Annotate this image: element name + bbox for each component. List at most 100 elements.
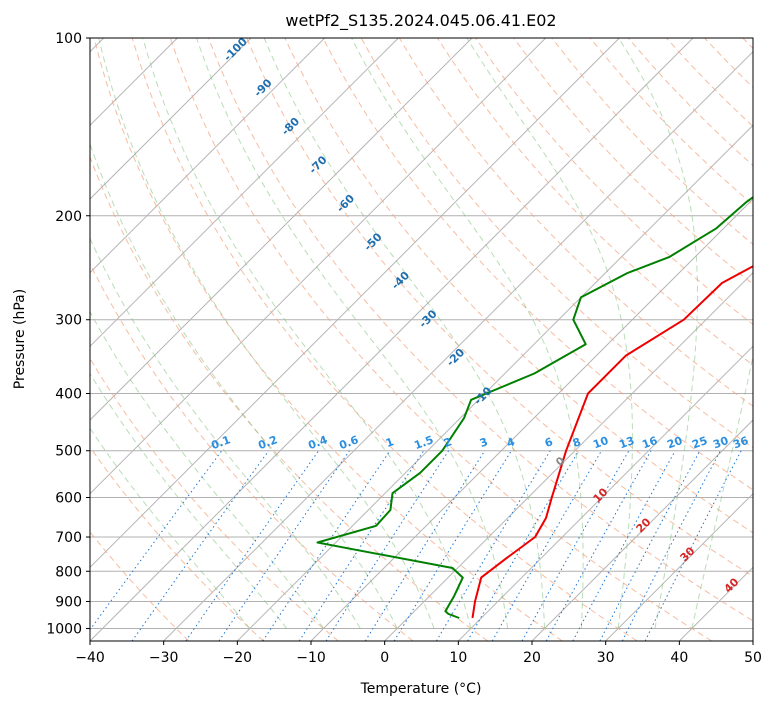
mixing-ratio-lines — [90, 450, 742, 641]
mixing-ratio-line — [572, 450, 676, 641]
isotherm-line — [236, 124, 753, 641]
moist-adiabat-line — [90, 310, 324, 629]
isotherm-line — [605, 492, 753, 641]
isotherm-line — [752, 640, 753, 641]
x-tick-label: 0 — [380, 650, 389, 666]
mixing-ratio-label: 0.1 — [209, 433, 232, 452]
isotherm-label: -70 — [306, 153, 329, 176]
x-tick-label: −10 — [296, 650, 326, 666]
profile-series — [316, 195, 753, 619]
isotherm-label: -100 — [221, 35, 250, 64]
mixing-ratio-line — [599, 450, 701, 641]
dry-adiabat-line — [284, 38, 753, 534]
moist-adiabats — [90, 38, 753, 629]
isotherm-line — [90, 38, 252, 200]
isotherm-label: -20 — [444, 346, 467, 369]
dry-adiabat-line — [475, 38, 753, 325]
background-grid — [90, 38, 753, 629]
isotherm-label: -90 — [251, 76, 274, 99]
x-tick-label: −40 — [75, 650, 105, 666]
mixing-ratio-line — [545, 450, 652, 641]
mixing-ratio-label: 0.2 — [256, 433, 279, 452]
dry-adiabat-line — [131, 38, 638, 641]
moist-adiabat-line — [466, 38, 633, 629]
line-annotations: -100-90-80-70-60-50-40-30-20-10010203040… — [209, 35, 750, 596]
isotherm-label: -10 — [471, 384, 494, 407]
dry-adiabat-line — [169, 38, 712, 641]
moist-adiabat-line — [351, 38, 584, 629]
y-tick-label: 100 — [55, 31, 82, 47]
dry-adiabat-line — [704, 38, 753, 89]
mixing-ratio-label: 0.6 — [337, 433, 360, 452]
dry-adiabat-line — [90, 262, 414, 641]
mixing-ratio-label: 1.5 — [412, 433, 435, 452]
moist-adiabat-line — [691, 353, 753, 629]
moist-adiabat-line — [90, 237, 361, 629]
isotherm-line — [90, 38, 326, 274]
mixing-ratio-label: 10 — [591, 434, 610, 452]
x-tick-label: 30 — [597, 650, 615, 666]
mixing-ratio-label: 3 — [478, 435, 490, 450]
mixing-ratio-line — [218, 450, 350, 641]
mixing-ratio-label: 16 — [640, 434, 659, 452]
moist-adiabat-label: 40 — [722, 575, 742, 595]
dry-adiabat-line — [436, 38, 753, 366]
moist-adiabat-line — [98, 38, 435, 629]
moist-adiabat-label: 0 — [553, 454, 568, 469]
isotherm-line — [90, 38, 473, 421]
moist-adiabat-line — [618, 38, 698, 629]
dry-adiabat-line — [742, 38, 753, 50]
mixing-ratio-label: 1 — [384, 435, 396, 450]
y-tick-label: 200 — [55, 209, 82, 225]
moist-adiabat-line — [263, 38, 545, 629]
dewpoint-line — [316, 195, 753, 619]
mixing-ratio-label: 20 — [665, 434, 684, 452]
mixing-ratio-line — [298, 450, 425, 641]
mixing-ratio-label: 6 — [543, 435, 555, 450]
dry-adiabat-line — [322, 38, 753, 491]
x-axis-ticks: −40 −30 −20 −10 0 10 20 30 40 50 — [75, 641, 762, 666]
x-axis-label: Temperature (°C) — [360, 681, 482, 697]
moist-adiabat-line — [142, 38, 472, 629]
mixing-ratio-label: 8 — [571, 435, 583, 450]
chart-title: wetPf2_S135.2024.045.06.41.E02 — [285, 11, 556, 31]
mixing-ratio-line — [644, 450, 742, 641]
x-tick-label: −20 — [223, 650, 253, 666]
temperature-line — [471, 265, 753, 619]
y-tick-label: 300 — [55, 313, 82, 329]
y-tick-label: 600 — [55, 490, 82, 506]
y-tick-label: 500 — [55, 444, 82, 460]
x-tick-label: 40 — [670, 650, 688, 666]
isotherm-line — [90, 38, 620, 569]
isotherm-label: -50 — [361, 230, 384, 253]
y-tick-label: 800 — [55, 564, 82, 580]
mixing-ratio-line — [90, 450, 223, 631]
isotherm-line — [163, 50, 753, 641]
isotherm-line — [90, 38, 399, 348]
y-tick-label: 1000 — [46, 621, 82, 637]
dry-adiabat-line — [513, 38, 753, 285]
moist-adiabat-line — [90, 427, 251, 629]
isotherm-line — [90, 38, 694, 641]
dry-adiabat-line — [246, 38, 753, 578]
mixing-ratio-line — [393, 450, 512, 641]
x-tick-label: 20 — [523, 650, 541, 666]
mixing-ratio-label: 0.4 — [306, 433, 329, 452]
plot-frame — [89, 37, 754, 642]
moist-adiabat-label: 30 — [678, 544, 698, 564]
y-axis-label: Pressure (hPa) — [12, 289, 28, 389]
moist-adiabat-line — [90, 142, 398, 629]
y-tick-label: 700 — [55, 530, 82, 546]
dry-adiabats — [90, 38, 753, 641]
x-tick-label: 10 — [449, 650, 467, 666]
mixing-ratio-line — [185, 450, 320, 641]
dry-adiabat-line — [551, 38, 753, 245]
y-tick-label: 400 — [55, 387, 82, 403]
isotherm-line — [90, 38, 547, 495]
dry-adiabat-line — [208, 38, 753, 622]
moist-adiabat-label: 10 — [591, 485, 611, 505]
mixing-ratio-line — [435, 450, 551, 641]
mixing-ratio-label: 2 — [442, 435, 454, 450]
mixing-ratio-label: 25 — [690, 434, 709, 451]
dry-adiabat-line — [90, 446, 264, 641]
